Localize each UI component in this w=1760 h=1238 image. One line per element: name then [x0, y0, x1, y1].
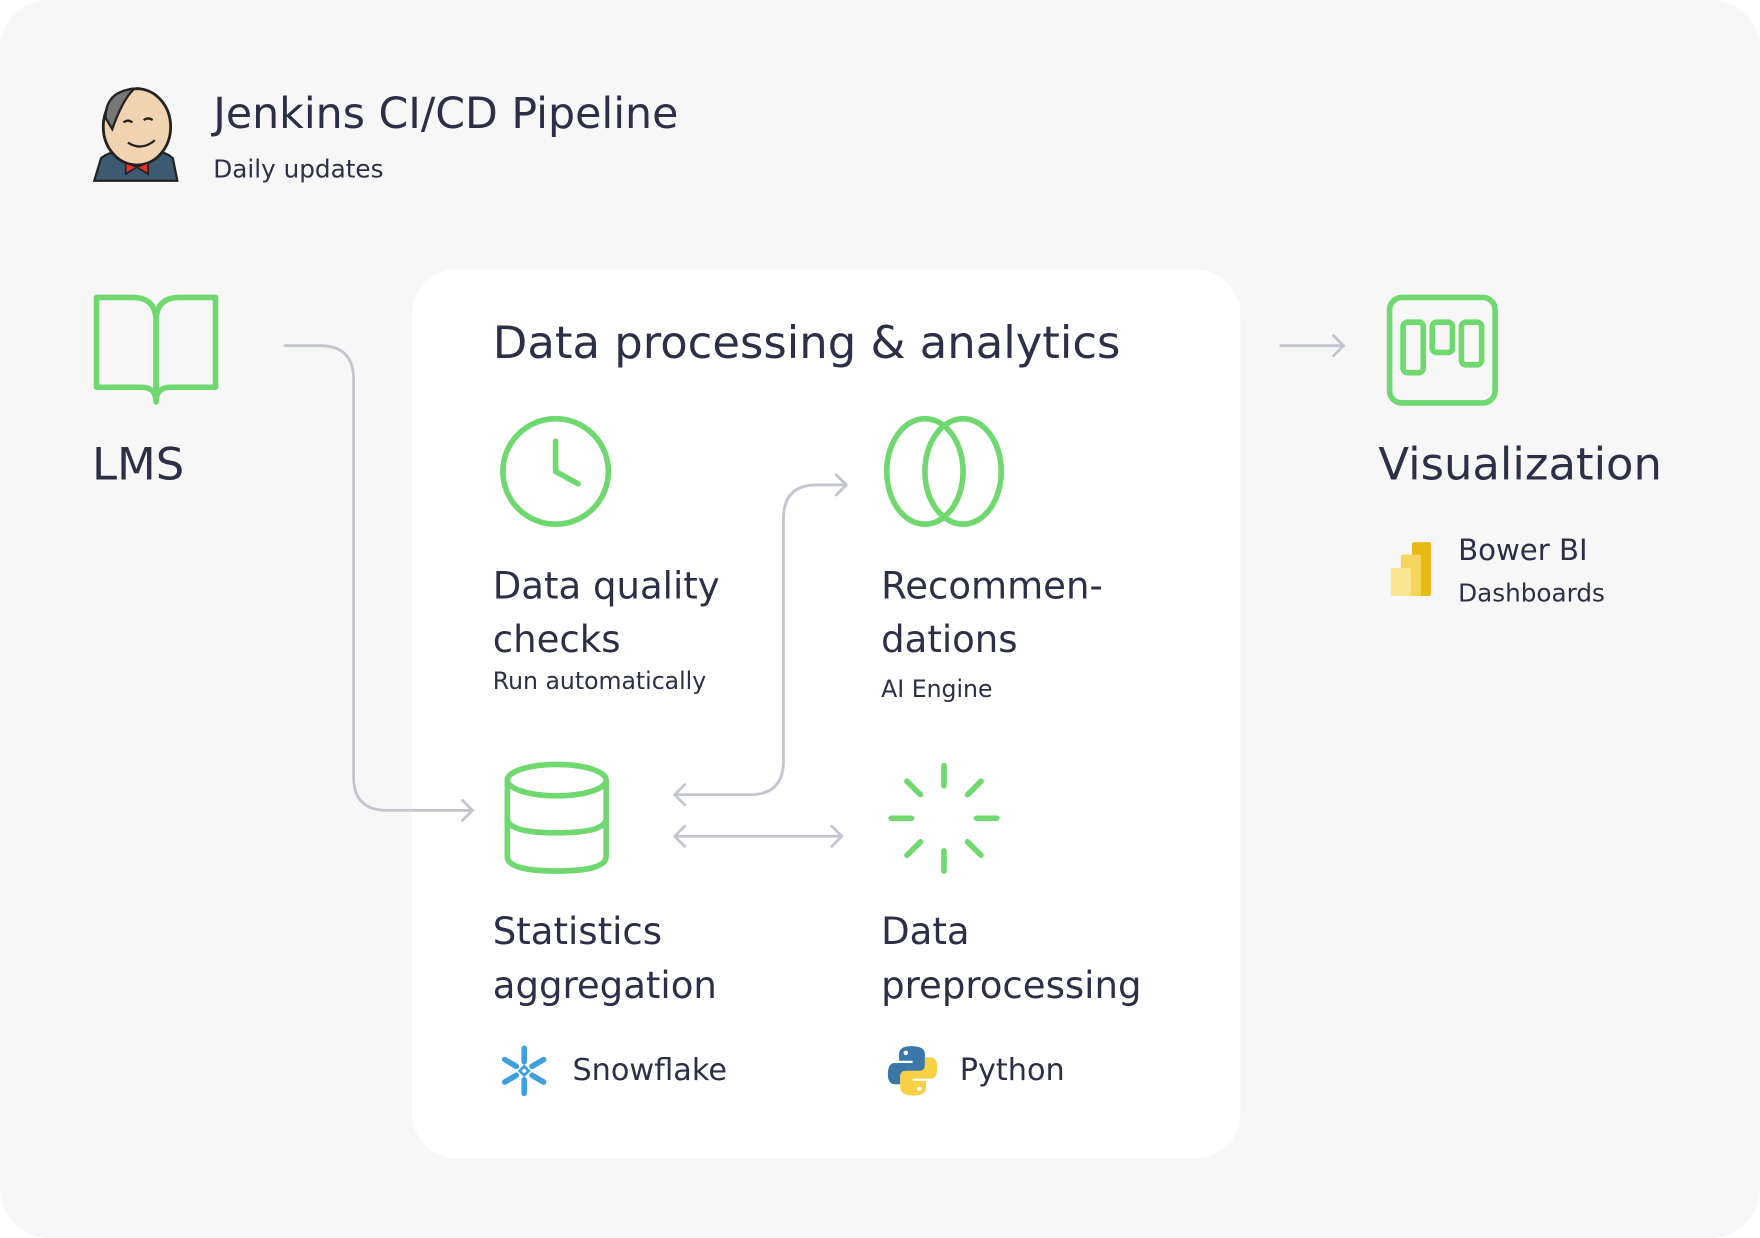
node-title-line: preprocessing [881, 963, 1142, 1007]
node-title-data-quality: Data quality checks [493, 559, 720, 667]
output-label: Visualization [1378, 438, 1662, 491]
node-title-line: Data [881, 909, 970, 953]
node-title-line: checks [492, 617, 621, 662]
clock-icon [500, 415, 612, 527]
node-title-statistics: Statistics aggregation [493, 905, 717, 1013]
python-icon [887, 1046, 938, 1096]
source-label: LMS [92, 438, 185, 491]
node-caption: AI Engine [881, 675, 993, 703]
connector-statistics-preprocessing [673, 824, 844, 848]
kanban-icon [1386, 294, 1498, 406]
connector-panel-to-visualization [1279, 334, 1345, 358]
jenkins-logo [92, 87, 179, 182]
node-title-line: Statistics [492, 909, 663, 953]
tool-label-snowflake: Snowflake [572, 1052, 728, 1088]
connector-lms-to-statistics [283, 344, 474, 822]
snowflake-icon [501, 1045, 547, 1097]
output-tool-caption: Dashboards [1458, 580, 1605, 609]
node-title-preprocessing: Data preprocessing [881, 905, 1141, 1013]
node-title-line: aggregation [492, 963, 717, 1007]
node-title-line: Recommen- [881, 563, 1103, 608]
node-title-line: dations [881, 617, 1018, 662]
page-subtitle: Daily updates [213, 156, 384, 185]
panel-title: Data processing & analytics [492, 317, 1121, 370]
power-bi-icon [1390, 542, 1432, 597]
page-title: Jenkins CI/CD Pipeline [213, 88, 679, 139]
tool-label-python: Python [959, 1052, 1065, 1088]
node-caption: Run automatically [492, 667, 707, 695]
node-title-line: Data quality [492, 563, 720, 608]
output-tool: Bower BI [1458, 534, 1588, 568]
book-icon [93, 294, 219, 405]
node-title-recommendations: Recommen- dations [881, 559, 1103, 667]
loader-icon [888, 762, 1000, 874]
connector-statistics-to-recommendations [673, 473, 848, 807]
venn-icon [883, 415, 1005, 527]
database-icon [504, 761, 609, 874]
